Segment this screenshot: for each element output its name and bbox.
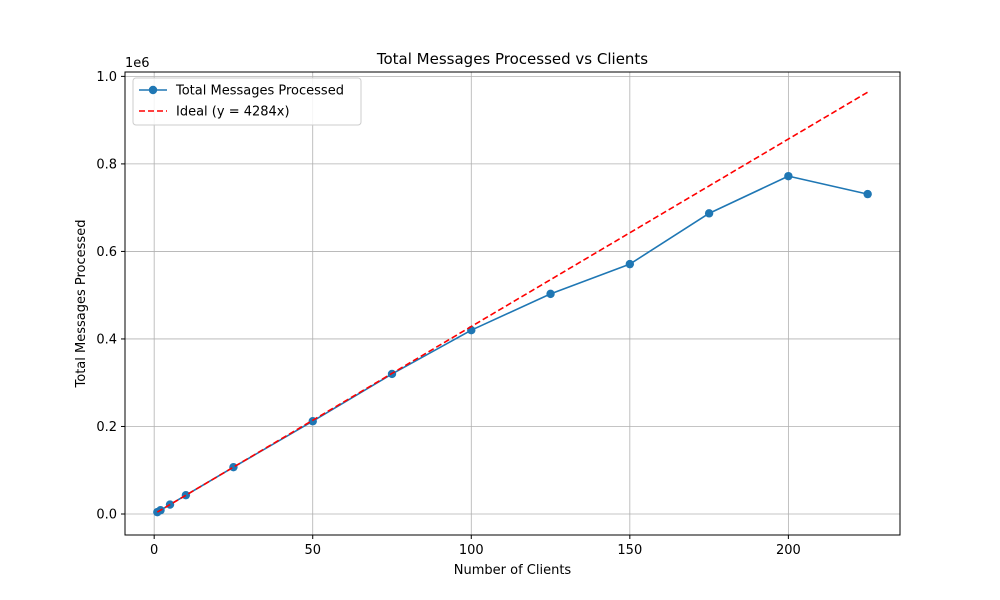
x-axis-label: Number of Clients (454, 563, 572, 578)
legend-swatch-marker (148, 85, 158, 95)
legend-entry-label: Total Messages Processed (175, 84, 344, 99)
data-point (546, 289, 555, 299)
data-point (704, 209, 714, 218)
y-tick-label: 0.4 (96, 332, 117, 347)
chart-title: Total Messages Processed vs Clients (376, 50, 648, 68)
y-axis-offset-text: 1e6 (125, 56, 150, 71)
y-tick-label: 0.8 (96, 157, 117, 172)
x-tick-label: 0 (150, 543, 158, 558)
series-layer (153, 91, 872, 517)
data-point (181, 490, 191, 500)
grid (125, 72, 900, 535)
data-point (625, 259, 635, 269)
x-tick-label: 150 (617, 543, 642, 558)
data-point (784, 171, 793, 181)
x-tick-label: 100 (459, 543, 484, 558)
y-axis-label: Total Messages Processed (74, 220, 89, 389)
series-line (156, 91, 869, 513)
y-tick-label: 1.0 (96, 70, 117, 85)
ticks: 0 50 100 150 200 0.0 0.2 0.4 0.6 0.8 1.0 (96, 70, 800, 558)
y-tick-label: 0.2 (96, 420, 117, 435)
legend: Total Messages Processed Ideal (y = 4284x… (132, 77, 362, 126)
plot-area-frame (124, 71, 901, 536)
y-tick-label: 0.6 (96, 245, 117, 260)
data-point (229, 462, 238, 472)
legend-box (132, 77, 362, 126)
data-point (863, 189, 872, 199)
x-tick-label: 200 (776, 543, 801, 558)
legend-entry-label: Ideal (y = 4284x) (176, 105, 290, 120)
y-tick-label: 0.0 (96, 507, 117, 522)
x-tick-label: 50 (304, 543, 321, 558)
